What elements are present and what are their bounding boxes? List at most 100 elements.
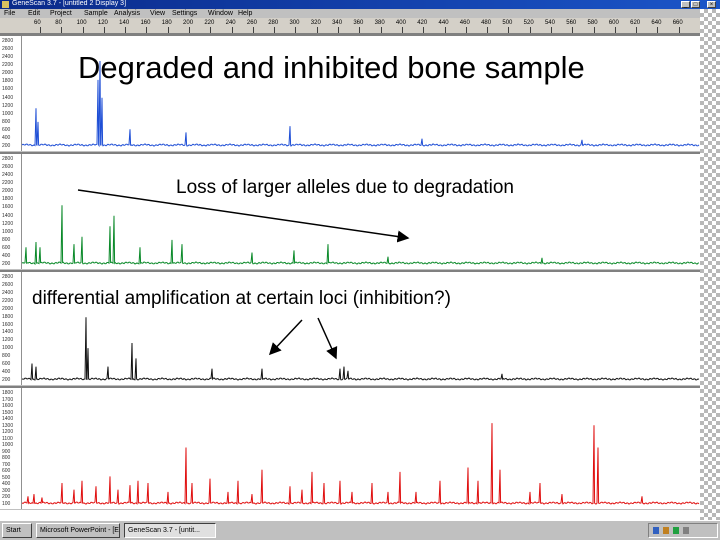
- signal-trace: [22, 60, 700, 148]
- ruler-tick: [465, 27, 467, 33]
- y-tick-label: 2800: [2, 38, 14, 44]
- trace-blue: [22, 60, 700, 148]
- y-tick-label: 2600: [2, 164, 14, 171]
- y-tick-label: 2800: [2, 156, 14, 162]
- menu-analysis[interactable]: Analysis: [114, 10, 141, 17]
- y-tick-label: 600: [2, 361, 11, 368]
- ruler-label: 520: [523, 20, 534, 26]
- menu-sample[interactable]: Sample: [84, 10, 108, 17]
- ruler-label: 600: [608, 20, 619, 26]
- y-tick-label: 400: [2, 369, 11, 376]
- y-tick-label: 400: [2, 252, 11, 259]
- y-axis-black: 2800 2600 2400 2200 2000 1800 1600 1400 1200 1000…: [0, 272, 22, 385]
- ruler-tick: [252, 27, 254, 33]
- ruler-label: 260: [246, 20, 257, 26]
- y-tick-label: 200: [2, 377, 11, 383]
- y-tick-label: 600: [2, 468, 11, 475]
- ruler-label: 640: [651, 20, 662, 26]
- ruler-tick: [316, 27, 318, 33]
- ruler-tick: [593, 27, 595, 33]
- menu-window[interactable]: Window: [208, 10, 233, 17]
- network-icon[interactable]: [653, 527, 659, 534]
- ruler-label: 200: [183, 20, 194, 26]
- y-tick-label: 1400: [2, 416, 14, 423]
- tray-app-icon[interactable]: [673, 527, 679, 534]
- ruler-tick: [274, 27, 276, 33]
- trace-red: [22, 423, 700, 506]
- ruler-label: 420: [417, 20, 428, 26]
- close-button[interactable]: ×: [707, 1, 716, 8]
- degradation-note: Loss of larger alleles due to degradatio…: [176, 177, 515, 198]
- y-tick-label: 200: [2, 261, 11, 267]
- y-tick-label: 2600: [2, 46, 14, 53]
- y-axis-blue: 2800 2600 2400 2200 2000 1800 1600 1400 1200 1000…: [0, 36, 22, 151]
- ruler-label: 400: [395, 20, 406, 26]
- ruler-tick: [444, 27, 446, 33]
- ruler-label: 300: [289, 20, 300, 26]
- trace-black: [22, 317, 700, 381]
- y-tick-label: 1600: [2, 204, 14, 211]
- slide-title: Degraded and inhibited bone sample: [78, 50, 585, 85]
- y-axis-green: 2800 2600 2400 2200 2000 1800 1600 1400 1200 1000…: [0, 154, 22, 269]
- y-tick-label: 2200: [2, 180, 14, 187]
- taskbar: Start Microsoft PowerPoint - [E... GeneS…: [0, 520, 720, 540]
- minimize-button[interactable]: _: [681, 1, 690, 8]
- y-tick-label: 400: [2, 134, 11, 141]
- menu-project[interactable]: Project: [50, 10, 72, 17]
- y-tick-label: 2000: [2, 70, 14, 77]
- title-bar[interactable]: GeneScan 3.7 - [untitled 2 Display 3] _ …: [0, 0, 720, 9]
- menu-view[interactable]: View: [150, 10, 166, 17]
- y-tick-label: 1700: [2, 396, 14, 403]
- ruler-label: 220: [204, 20, 215, 26]
- y-tick-label: 1500: [2, 409, 14, 416]
- menu-edit[interactable]: Edit: [28, 10, 41, 17]
- ruler-tick: [61, 27, 63, 33]
- ruler-label: 80: [55, 20, 62, 26]
- signal-trace: [22, 205, 700, 266]
- ruler-tick: [636, 27, 638, 33]
- ruler-label: 460: [459, 20, 470, 26]
- y-tick-label: 600: [2, 244, 11, 251]
- electropherogram-red: 1800 1700 1600 1500 1400 1300 1200 1100 1000 900 8…: [0, 386, 700, 510]
- y-tick-label: 1100: [2, 435, 13, 442]
- signal-trace: [22, 423, 700, 506]
- ruler-label: 440: [438, 20, 449, 26]
- y-tick-label: 1800: [2, 313, 14, 320]
- y-tick-label: 1400: [2, 329, 14, 336]
- ruler-label: 160: [140, 20, 151, 26]
- y-tick-label: 800: [2, 455, 11, 462]
- ruler-tick: [210, 27, 212, 33]
- y-tick-label: 1200: [2, 429, 14, 436]
- ruler-tick: [167, 27, 169, 33]
- y-tick-label: 1800: [2, 78, 14, 85]
- y-tick-label: 2800: [2, 274, 14, 280]
- y-tick-label: 1400: [2, 212, 14, 219]
- y-tick-label: 2600: [2, 281, 14, 288]
- y-tick-label: 1800: [2, 196, 14, 203]
- window-title: GeneScan 3.7 - [untitled 2 Display 3]: [12, 0, 127, 7]
- y-tick-label: 1600: [2, 403, 14, 410]
- ruler-tick: [550, 27, 552, 33]
- y-tick-label: 200: [2, 143, 11, 149]
- start-button[interactable]: Start: [2, 523, 32, 538]
- menu-file[interactable]: File: [4, 10, 16, 17]
- app-icon[interactable]: [2, 1, 9, 8]
- tray-misc-icon[interactable]: [683, 527, 689, 534]
- ruler-tick: [572, 27, 574, 33]
- ruler-label: 360: [353, 20, 364, 26]
- ruler-label: 280: [268, 20, 279, 26]
- ruler-label: 660: [672, 20, 683, 26]
- y-tick-label: 1200: [2, 102, 14, 109]
- taskbar-genescan[interactable]: GeneScan 3.7 - [untit...: [124, 523, 216, 538]
- taskbar-powerpoint[interactable]: Microsoft PowerPoint - [E...: [36, 523, 120, 538]
- y-tick-label: 400: [2, 481, 11, 488]
- maximize-button[interactable]: □: [691, 1, 700, 8]
- y-tick-label: 500: [2, 474, 11, 481]
- ruler-tick: [295, 27, 297, 33]
- y-tick-label: 1000: [2, 442, 14, 449]
- y-tick-label: 1600: [2, 86, 14, 93]
- y-tick-label: 1200: [2, 337, 14, 344]
- volume-icon[interactable]: [663, 527, 669, 534]
- menu-help[interactable]: Help: [238, 10, 253, 17]
- menu-settings[interactable]: Settings: [172, 10, 198, 17]
